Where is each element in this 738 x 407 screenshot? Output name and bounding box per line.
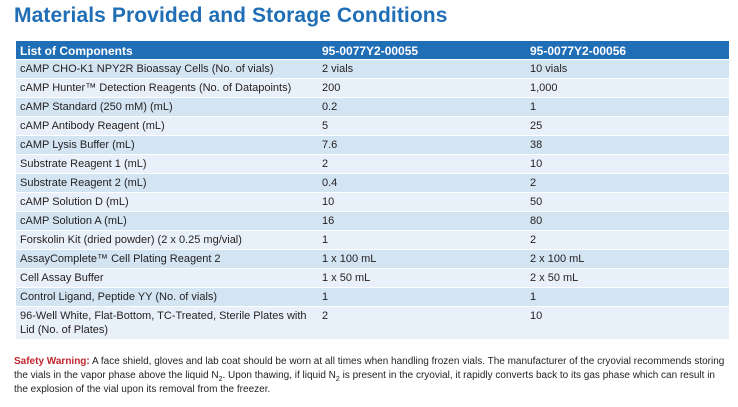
quantity-00055-cell: 1 x 100 mL (318, 249, 526, 269)
quantity-00055-cell: 2 (318, 306, 526, 340)
safety-warning-text-2: . Upon thawing, if liquid N (222, 370, 336, 381)
table-row: Substrate Reagent 1 (mL) 2 10 (16, 154, 729, 174)
quantity-00056-cell: 25 (526, 116, 729, 136)
safety-warning-text-3: is present in the cryovial, it rapidly c… (14, 370, 715, 395)
component-name-cell: Control Ligand, Peptide YY (No. of vials… (16, 287, 318, 307)
table-row: cAMP Solution A (mL) 16 80 (16, 211, 729, 231)
table-row: Forskolin Kit (dried powder) (2 x 0.25 m… (16, 230, 729, 250)
table-row: 96-Well White, Flat-Bottom, TC-Treated, … (16, 306, 729, 340)
quantity-00056-cell: 2 x 100 mL (526, 249, 729, 269)
quantity-00055-cell: 200 (318, 78, 526, 98)
quantity-00055-cell: 1 (318, 230, 526, 250)
column-header-components: List of Components (16, 41, 318, 60)
column-header-00055: 95-0077Y2-00055 (318, 41, 526, 60)
quantity-00056-cell: 1,000 (526, 78, 729, 98)
quantity-00056-cell: 10 (526, 306, 729, 340)
page-title: Materials Provided and Storage Condition… (14, 4, 448, 27)
table-row: cAMP CHO-K1 NPY2R Bioassay Cells (No. of… (16, 59, 729, 79)
quantity-00056-cell: 2 x 50 mL (526, 268, 729, 288)
column-header-00056: 95-0077Y2-00056 (526, 41, 729, 60)
component-name-cell: cAMP Solution A (mL) (16, 211, 318, 231)
quantity-00056-cell: 2 (526, 173, 729, 193)
component-name-cell: Cell Assay Buffer (16, 268, 318, 288)
quantity-00056-cell: 50 (526, 192, 729, 212)
component-name-cell: Forskolin Kit (dried powder) (2 x 0.25 m… (16, 230, 318, 250)
quantity-00056-cell: 10 vials (526, 59, 729, 79)
component-name-cell: cAMP Antibody Reagent (mL) (16, 116, 318, 136)
safety-warning-text-1: A face shield, gloves and lab coat shoul… (14, 356, 725, 381)
quantity-00055-cell: 7.6 (318, 135, 526, 155)
quantity-00056-cell: 1 (526, 97, 729, 117)
quantity-00055-cell: 5 (318, 116, 526, 136)
quantity-00055-cell: 10 (318, 192, 526, 212)
quantity-00055-cell: 1 (318, 287, 526, 307)
component-name-cell: AssayComplete™ Cell Plating Reagent 2 (16, 249, 318, 269)
table-row: cAMP Antibody Reagent (mL) 5 25 (16, 116, 729, 136)
quantity-00055-cell: 0.2 (318, 97, 526, 117)
component-name-cell: cAMP Hunter™ Detection Reagents (No. of … (16, 78, 318, 98)
components-table: List of Components 95-0077Y2-00055 95-00… (16, 41, 729, 340)
table-body: cAMP CHO-K1 NPY2R Bioassay Cells (No. of… (16, 59, 729, 340)
quantity-00055-cell: 2 (318, 154, 526, 174)
component-name-cell: Substrate Reagent 2 (mL) (16, 173, 318, 193)
quantity-00056-cell: 1 (526, 287, 729, 307)
quantity-00056-cell: 38 (526, 135, 729, 155)
table-row: cAMP Hunter™ Detection Reagents (No. of … (16, 78, 729, 98)
component-name-cell: 96-Well White, Flat-Bottom, TC-Treated, … (16, 306, 318, 340)
component-name-cell: cAMP Standard (250 mM) (mL) (16, 97, 318, 117)
table-row: Cell Assay Buffer 1 x 50 mL 2 x 50 mL (16, 268, 729, 288)
quantity-00056-cell: 10 (526, 154, 729, 174)
nitrogen-subscript-1: 2 (218, 376, 223, 383)
nitrogen-subscript-2: 2 (335, 376, 340, 383)
component-name-cell: cAMP CHO-K1 NPY2R Bioassay Cells (No. of… (16, 59, 318, 79)
table-header-row: List of Components 95-0077Y2-00055 95-00… (16, 41, 729, 60)
table-row: cAMP Standard (250 mM) (mL) 0.2 1 (16, 97, 729, 117)
table-row: cAMP Solution D (mL) 10 50 (16, 192, 729, 212)
quantity-00055-cell: 2 vials (318, 59, 526, 79)
component-name-cell: cAMP Lysis Buffer (mL) (16, 135, 318, 155)
quantity-00056-cell: 80 (526, 211, 729, 231)
quantity-00055-cell: 16 (318, 211, 526, 231)
safety-warning: Safety Warning: A face shield, gloves an… (14, 355, 730, 397)
quantity-00056-cell: 2 (526, 230, 729, 250)
quantity-00055-cell: 0.4 (318, 173, 526, 193)
table-row: Substrate Reagent 2 (mL) 0.4 2 (16, 173, 729, 193)
table-row: Control Ligand, Peptide YY (No. of vials… (16, 287, 729, 307)
quantity-00055-cell: 1 x 50 mL (318, 268, 526, 288)
table-row: cAMP Lysis Buffer (mL) 7.6 38 (16, 135, 729, 155)
component-name-cell: cAMP Solution D (mL) (16, 192, 318, 212)
safety-warning-label: Safety Warning: (14, 356, 90, 367)
component-name-cell: Substrate Reagent 1 (mL) (16, 154, 318, 174)
